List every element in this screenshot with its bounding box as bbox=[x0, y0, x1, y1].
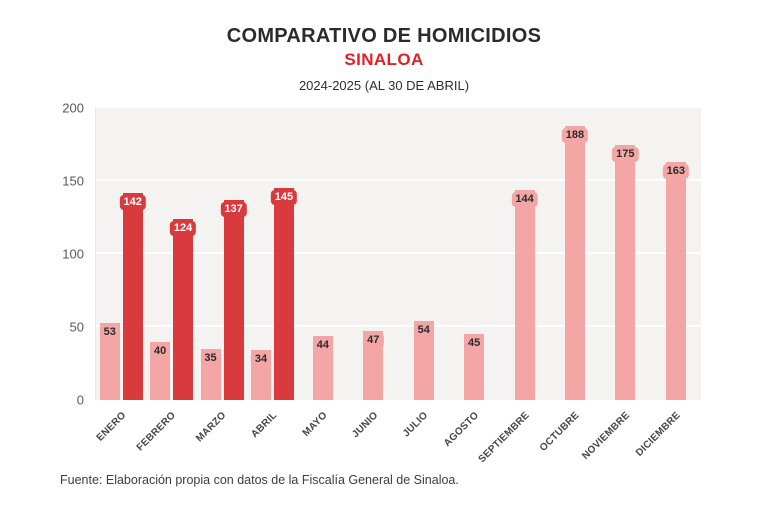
x-axis: ENERO FEBRERO MARZO ABRIL MAYO JUNIO JULIO AGOS… bbox=[94, 400, 700, 475]
bar-value-label: 124 bbox=[169, 220, 197, 236]
x-axis-month-label: FEBRERO bbox=[135, 410, 179, 454]
x-axis-month-label: SEPTIEMBRE bbox=[476, 410, 532, 466]
bar-group-marzo: 35 137 bbox=[197, 108, 247, 400]
bar-2024-febrero: 40 bbox=[149, 341, 171, 400]
chart-title: COMPARATIVO DE HOMICIDIOS bbox=[226, 25, 542, 47]
y-axis: 0 50 100 150 200 bbox=[40, 101, 88, 408]
chart-subtitle: SINALOA bbox=[344, 50, 424, 69]
bar-group-febrero: 40 124 bbox=[146, 108, 197, 400]
x-axis-month-label: JULIO bbox=[401, 410, 431, 440]
source-caption: Fuente: Elaboración propia con datos de … bbox=[60, 473, 459, 487]
plot-area: 53 142 40 124 35 137 34 145 44 47 54 45 144 188 175 163 bbox=[95, 108, 701, 400]
bar-2025-enero: 142 bbox=[119, 192, 146, 400]
bar-group-octubre: 188 bbox=[550, 108, 600, 400]
bar-group-abril: 34 145 bbox=[247, 108, 298, 400]
bar-2025-febrero: 124 bbox=[169, 218, 197, 400]
bar-group-julio: 54 bbox=[399, 108, 449, 400]
bar-group-enero: 53 142 bbox=[96, 108, 146, 400]
bar-2024-septiembre: 144 bbox=[511, 189, 538, 400]
bar-2025-marzo: 137 bbox=[220, 199, 247, 400]
bar-2024-marzo: 35 bbox=[200, 348, 221, 400]
bar-group-septiembre: 144 bbox=[499, 108, 549, 400]
bar-value-label: 45 bbox=[463, 336, 485, 352]
bar-value-label: 47 bbox=[363, 333, 384, 349]
gridline-150 bbox=[96, 179, 701, 181]
bar-value-label: 137 bbox=[220, 201, 247, 217]
x-axis-month-label: NOVIEMBRE bbox=[580, 410, 633, 462]
bar-2024-noviembre: 175 bbox=[612, 144, 639, 400]
gridline-50 bbox=[96, 325, 701, 327]
x-axis-month-label: MAYO bbox=[300, 410, 330, 439]
y-axis-tick-label: 200 bbox=[62, 100, 84, 116]
bar-2025-abril: 145 bbox=[270, 188, 298, 400]
bar-2024-agosto: 45 bbox=[463, 334, 485, 400]
chart-period: 2024-2025 (AL 30 DE ABRIL) bbox=[298, 78, 470, 93]
bar-group-agosto: 45 bbox=[449, 108, 499, 400]
x-axis-month-label: AGOSTO bbox=[441, 410, 481, 450]
bar-2024-junio: 47 bbox=[363, 331, 384, 400]
y-axis-tick-label: 100 bbox=[62, 246, 84, 262]
bar-value-label: 163 bbox=[662, 164, 689, 180]
bar-2024-octubre: 188 bbox=[561, 125, 589, 400]
bar-2024-mayo: 44 bbox=[312, 335, 333, 400]
bar-value-label: 40 bbox=[149, 343, 171, 359]
y-axis-tick-label: 50 bbox=[69, 319, 84, 335]
y-axis-tick-label: 150 bbox=[62, 173, 84, 189]
bar-group-mayo: 44 bbox=[298, 108, 348, 400]
x-axis-month-label: ABRIL bbox=[249, 410, 280, 441]
bar-group-diciembre: 163 bbox=[651, 108, 701, 400]
bar-value-label: 144 bbox=[511, 191, 538, 207]
bar-value-label: 53 bbox=[99, 324, 120, 340]
bar-2024-abril: 34 bbox=[250, 350, 272, 400]
x-axis-month-label: MARZO bbox=[194, 410, 229, 445]
x-axis-month-label: ENERO bbox=[94, 410, 128, 444]
bar-value-label: 34 bbox=[250, 352, 272, 368]
bar-2024-diciembre: 163 bbox=[662, 162, 689, 400]
bar-value-label: 188 bbox=[561, 127, 589, 143]
gridline-100 bbox=[96, 252, 701, 254]
x-axis-month-label: JUNIO bbox=[349, 410, 381, 441]
y-axis-tick-label: 0 bbox=[76, 392, 84, 408]
bar-group-noviembre: 175 bbox=[600, 108, 650, 400]
bar-value-label: 35 bbox=[200, 350, 221, 366]
bar-value-label: 44 bbox=[312, 337, 333, 353]
bar-2024-julio: 54 bbox=[413, 321, 434, 400]
bar-2024-enero: 53 bbox=[99, 322, 120, 400]
bar-value-label: 175 bbox=[612, 146, 639, 162]
bar-value-label: 145 bbox=[270, 190, 298, 206]
bar-value-label: 142 bbox=[119, 194, 146, 210]
chart-header: COMPARATIVO DE HOMICIDIOS SINALOA 2024-2… bbox=[0, 26, 768, 92]
x-axis-month-label: DICIEMBRE bbox=[633, 410, 683, 459]
bar-value-label: 54 bbox=[413, 323, 434, 339]
x-axis-month-label: OCTUBRE bbox=[538, 410, 582, 454]
bar-group-junio: 47 bbox=[348, 108, 398, 400]
